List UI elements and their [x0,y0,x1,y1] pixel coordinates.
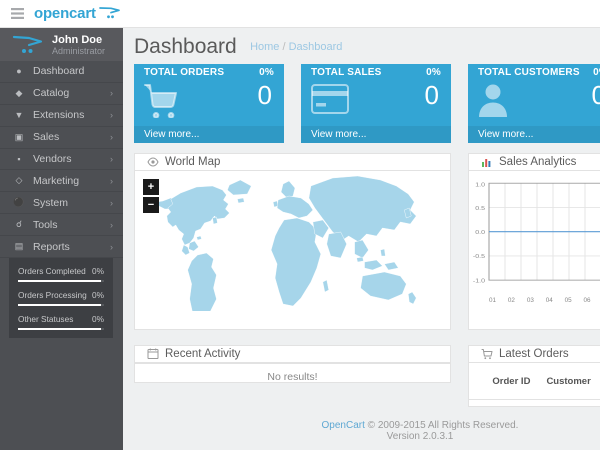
svg-text:-1.0: -1.0 [473,278,485,284]
svg-text:-0.5: -0.5 [473,254,485,260]
svg-text:1.0: 1.0 [475,182,485,188]
svg-text:0.0: 0.0 [475,229,485,235]
svg-text:0.5: 0.5 [475,206,485,212]
